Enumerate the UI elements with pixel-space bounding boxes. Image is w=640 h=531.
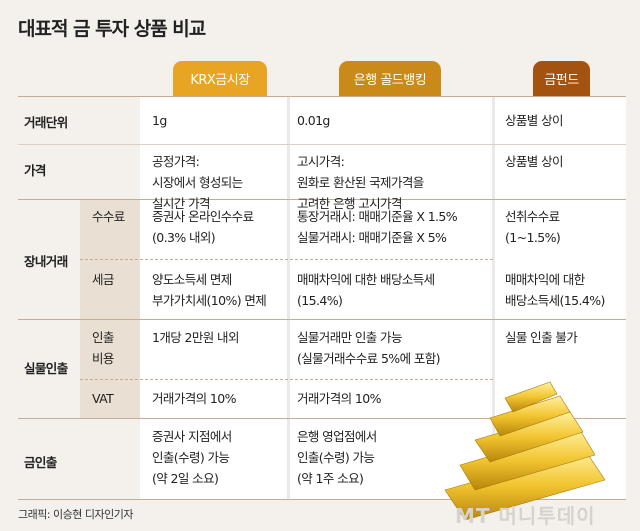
cell-krx-vat: 거래가격의 10% [152, 391, 236, 406]
cell-fund-price: 상품별 상이 [505, 154, 563, 169]
cell-fund-cost: 실물 인출 불가 [505, 330, 578, 345]
cell-bank-fee: 통장거래시: 매매기준율 X 1.5% 실물거래시: 매매기준율 X 5% [297, 209, 458, 245]
cell-bank-unit: 0.01g [297, 113, 330, 128]
divider [18, 144, 626, 145]
cell-krx-tax: 양도소득세 면제 부가가치세(10%) 면제 [152, 272, 267, 308]
watermark-logo: MT 머니투데이 [455, 504, 596, 528]
cell-bank-cost: 실물거래만 인출 가능 (실물거래수수료 5%에 포함) [297, 330, 441, 366]
divider [80, 259, 493, 260]
sub-label-vat: VAT [92, 391, 114, 406]
divider [492, 96, 495, 499]
divider [80, 379, 493, 380]
divider [18, 418, 626, 419]
row-label-withdraw: 실물인출 [24, 361, 68, 376]
cell-bank-price: 고시가격: 원화로 환산된 국제가격을 고려한 은행 고시가격 [297, 154, 424, 211]
row-label-price: 가격 [24, 163, 46, 178]
column-header-bank: 은행 골드뱅킹 [339, 61, 441, 96]
sub-label-cost: 인출 비용 [92, 330, 114, 366]
cell-fund-fee: 선취수수료 (1~1.5%) [505, 209, 561, 245]
cell-bank-vat: 거래가격의 10% [297, 391, 381, 406]
divider [18, 199, 626, 200]
divider [18, 96, 626, 97]
column-header-krx: KRX금시장 [173, 61, 267, 96]
cell-krx-gold: 증권사 지점에서 인출(수령) 가능 (약 2일 소요) [152, 429, 232, 486]
cell-fund-unit: 상품별 상이 [505, 113, 563, 128]
page-title: 대표적 금 투자 상품 비교 [18, 18, 206, 40]
divider [18, 319, 626, 320]
graphic-credit: 그래픽: 이승현 디자인기자 [18, 508, 134, 521]
cell-bank-gold: 은행 영업점에서 인출(수령) 가능 (약 1주 소요) [297, 429, 377, 486]
sub-label-column [80, 199, 140, 418]
row-label-gold-withdraw: 금인출 [24, 455, 57, 470]
cell-krx-unit: 1g [152, 113, 167, 128]
cell-bank-tax: 매매차익에 대한 배당소득세 (15.4%) [297, 272, 435, 308]
sub-label-tax: 세금 [92, 272, 114, 287]
divider [287, 96, 290, 499]
gold-bars-image [444, 381, 606, 520]
cell-krx-cost: 1개당 2만원 내외 [152, 330, 239, 345]
sub-label-fee: 수수료 [92, 209, 125, 224]
cell-fund-tax: 매매차익에 대한 배당소득세(15.4%) [505, 272, 605, 308]
cell-krx-price: 공정가격: 시장에서 형성되는 실시간 가격 [152, 154, 243, 211]
row-label-exchange: 장내거래 [24, 254, 68, 269]
column-header-fund: 금펀드 [533, 61, 590, 96]
row-label-unit: 거래단위 [24, 115, 68, 130]
divider [18, 499, 626, 500]
cell-krx-fee: 증권사 온라인수수료 (0.3% 내외) [152, 209, 254, 245]
